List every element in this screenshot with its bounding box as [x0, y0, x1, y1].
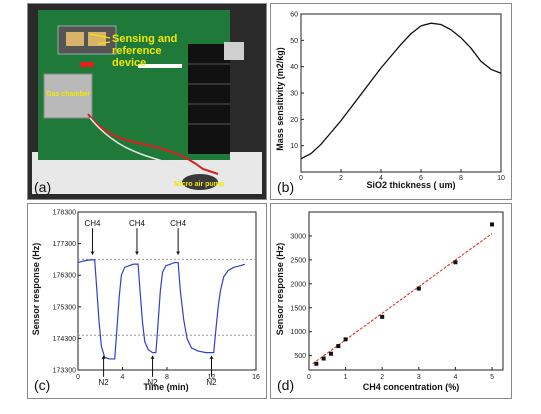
heat-sink	[188, 44, 230, 154]
data-point	[453, 260, 458, 265]
sensor-response-time-chart: Sensor response (Hz) Time (min) (c) 0 4 8 1…	[31, 210, 260, 394]
reference-arrow	[97, 41, 111, 45]
y-tick-label: 178300	[53, 210, 76, 217]
data-point	[380, 314, 385, 319]
y-tick-label: 173300	[53, 368, 76, 375]
heat-sink-fins	[188, 63, 230, 125]
x-tick-label: 4	[121, 374, 125, 381]
y-tick-label: 1000	[290, 329, 306, 336]
x-tick-label: 0	[307, 374, 311, 381]
x-axis-label: Time (min)	[143, 382, 188, 392]
panel-a-photo: Sensing and reference device Gas chamber…	[27, 3, 267, 200]
y-tick-label: 175300	[53, 304, 76, 311]
x-tick-label: 1	[344, 374, 348, 381]
panel-d-chart: Sensor response (Hz) CH4 concentration (…	[270, 203, 512, 399]
y-tick-label: 20	[290, 117, 298, 124]
x-tick-label: 3	[417, 374, 421, 381]
sensing-label: Sensing and	[112, 33, 177, 45]
y-tick-label: 176300	[53, 273, 76, 280]
panel-label-d: (d)	[277, 377, 294, 393]
y-tick-label: 3000	[290, 233, 306, 240]
y-tick-label: 177300	[53, 241, 76, 248]
n2-annotation-arrowhead	[150, 355, 155, 359]
y-tick-label: 2000	[290, 281, 306, 288]
ch4-annotation-arrowhead	[90, 251, 95, 255]
reference-device	[88, 32, 106, 46]
x-tick-label: 4	[453, 374, 457, 381]
n2-annotation: N2	[206, 378, 217, 387]
usb-connector	[224, 42, 244, 60]
y-tick-label: 2500	[290, 257, 306, 264]
concentration-response-chart: Sensor response (Hz) CH4 concentration (…	[275, 211, 504, 393]
x-tick-label: 2	[339, 175, 343, 182]
mass-sensitivity-chart: Mass sensitivity (m2/kg) SiO2 thickness …	[275, 12, 505, 196]
device-photo: Sensing and reference device Gas chamber…	[28, 4, 266, 199]
y-axis-label: Mass sensitivity (m2/kg)	[275, 47, 285, 151]
ch4-annotation: CH4	[84, 219, 101, 228]
ch4-annotation-arrowhead	[134, 251, 139, 255]
sensing-arrow	[89, 33, 111, 39]
x-tick-label: 5	[490, 374, 494, 381]
red-wire	[87, 113, 219, 175]
plot-frame	[77, 211, 257, 371]
n2-annotation: N2	[98, 378, 109, 387]
n2-annotation-arrowhead	[101, 355, 106, 359]
micro-air-pump	[182, 174, 218, 190]
y-tick-label: 60	[290, 12, 298, 19]
panel-b-chart: Mass sensitivity (m2/kg) SiO2 thickness …	[270, 3, 512, 200]
x-tick-label: 6	[419, 175, 423, 182]
gas-chamber	[43, 73, 93, 119]
panel-label-a: (a)	[34, 179, 51, 195]
panel-label-b: (b)	[277, 179, 294, 195]
data-point	[314, 361, 319, 366]
reference-label: reference	[112, 45, 162, 57]
x-axis-label: CH4 concentration (%)	[363, 382, 460, 392]
y-tick-label: 30	[290, 91, 298, 98]
data-point	[416, 286, 421, 291]
ch4-annotation-arrowhead	[176, 251, 181, 255]
plot-frame	[300, 13, 502, 173]
red-marker	[80, 62, 94, 67]
x-axis-label: SiO2 thickness ( um)	[366, 180, 455, 190]
sensitivity-curve	[300, 22, 502, 160]
x-tick-label: 16	[252, 374, 260, 381]
plot-frame	[308, 211, 504, 371]
x-tick-label: 10	[497, 175, 505, 182]
n2-annotation: N2	[147, 378, 158, 387]
data-point	[343, 337, 348, 342]
x-tick-label: 8	[459, 175, 463, 182]
ch4-annotation: CH4	[129, 219, 146, 228]
y-axis-label: Sensor response (Hz)	[31, 243, 41, 336]
data-point	[336, 344, 341, 349]
x-tick-label: 0	[76, 374, 80, 381]
white-tube	[89, 117, 204, 180]
y-axis-label: Sensor response (Hz)	[275, 243, 285, 336]
y-tick-label: 174300	[53, 336, 76, 343]
panel-label-c: (c)	[34, 377, 50, 393]
n2-annotation-arrowhead	[209, 355, 214, 359]
ch4-annotation: CH4	[170, 219, 187, 228]
linear-fit-line	[312, 233, 493, 365]
panel-c-chart: Sensor response (Hz) Time (min) (c) 0 4 8 1…	[27, 203, 267, 399]
response-trace	[77, 259, 246, 360]
device-label: device	[112, 57, 146, 69]
y-tick-label: 500	[294, 353, 306, 360]
x-tick-label: 4	[379, 175, 383, 182]
x-tick-label: 12	[208, 374, 216, 381]
y-tick-label: 40	[290, 64, 298, 71]
y-tick-label: 1500	[290, 305, 306, 312]
x-tick-label: 2	[380, 374, 384, 381]
y-tick-label: 10	[290, 143, 298, 150]
x-tick-label: 8	[165, 374, 169, 381]
data-point	[328, 351, 333, 356]
data-point	[490, 222, 495, 227]
y-tick-label: 50	[290, 38, 298, 45]
white-label	[138, 64, 182, 68]
sensing-device	[66, 32, 84, 46]
gas-chamber-label: Gas chamber	[46, 91, 91, 98]
x-tick-label: 0	[299, 175, 303, 182]
data-point	[321, 356, 326, 361]
pump-label: Micro air pump	[174, 181, 224, 188]
